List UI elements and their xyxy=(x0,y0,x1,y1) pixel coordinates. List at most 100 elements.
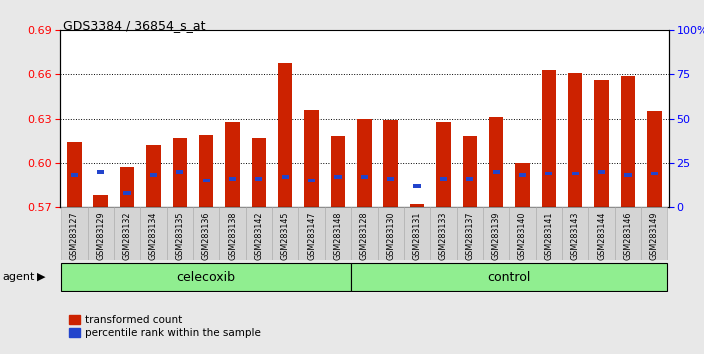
Bar xyxy=(203,178,210,182)
Bar xyxy=(493,170,500,173)
Text: control: control xyxy=(488,270,531,284)
FancyBboxPatch shape xyxy=(615,207,641,260)
Bar xyxy=(150,173,157,177)
Text: GSM283127: GSM283127 xyxy=(70,211,79,260)
Text: GSM283144: GSM283144 xyxy=(597,211,606,260)
Bar xyxy=(67,142,82,207)
Text: GDS3384 / 36854_s_at: GDS3384 / 36854_s_at xyxy=(63,19,206,33)
Text: GSM283139: GSM283139 xyxy=(491,211,501,260)
Text: GSM283146: GSM283146 xyxy=(624,211,632,260)
FancyBboxPatch shape xyxy=(246,207,272,260)
Bar xyxy=(598,170,605,173)
Text: GSM283137: GSM283137 xyxy=(465,211,474,260)
Bar xyxy=(256,177,263,181)
Text: ▶: ▶ xyxy=(37,272,45,282)
Text: GSM283143: GSM283143 xyxy=(571,211,579,260)
Bar xyxy=(436,121,451,207)
Text: GSM283134: GSM283134 xyxy=(149,211,158,260)
Text: GSM283129: GSM283129 xyxy=(96,211,105,260)
Text: GSM283141: GSM283141 xyxy=(544,211,553,260)
Bar xyxy=(650,171,658,175)
FancyBboxPatch shape xyxy=(220,207,246,260)
Text: GSM283142: GSM283142 xyxy=(254,211,263,260)
Bar xyxy=(594,80,609,207)
Bar xyxy=(94,195,108,207)
Bar xyxy=(384,120,398,207)
FancyBboxPatch shape xyxy=(351,207,377,260)
Text: GSM283133: GSM283133 xyxy=(439,211,448,260)
Bar xyxy=(519,173,526,177)
Bar xyxy=(97,170,104,173)
Bar xyxy=(541,70,556,207)
FancyBboxPatch shape xyxy=(377,207,404,260)
FancyBboxPatch shape xyxy=(193,207,220,260)
Bar xyxy=(515,163,529,207)
Bar xyxy=(278,63,292,207)
FancyBboxPatch shape xyxy=(430,207,457,260)
FancyBboxPatch shape xyxy=(61,263,351,291)
Bar xyxy=(282,175,289,179)
Bar xyxy=(466,177,473,181)
Bar xyxy=(120,167,134,207)
Text: GSM283132: GSM283132 xyxy=(122,211,132,260)
FancyBboxPatch shape xyxy=(140,207,167,260)
Text: agent: agent xyxy=(3,272,35,282)
FancyBboxPatch shape xyxy=(641,207,667,260)
Bar xyxy=(199,135,213,207)
Bar xyxy=(360,175,368,179)
Bar xyxy=(572,171,579,175)
Bar xyxy=(489,117,503,207)
Text: GSM283130: GSM283130 xyxy=(386,211,395,260)
FancyBboxPatch shape xyxy=(562,207,589,260)
Bar xyxy=(229,177,236,181)
FancyBboxPatch shape xyxy=(483,207,509,260)
FancyBboxPatch shape xyxy=(325,207,351,260)
Text: GSM283138: GSM283138 xyxy=(228,211,237,260)
Bar xyxy=(463,136,477,207)
Bar xyxy=(308,178,315,182)
Bar xyxy=(251,138,266,207)
Text: GSM283131: GSM283131 xyxy=(413,211,422,260)
FancyBboxPatch shape xyxy=(272,207,298,260)
Legend: transformed count, percentile rank within the sample: transformed count, percentile rank withi… xyxy=(65,311,265,343)
Bar xyxy=(568,73,582,207)
Bar xyxy=(304,110,319,207)
Text: GSM283145: GSM283145 xyxy=(281,211,290,260)
Bar xyxy=(123,191,131,195)
Bar xyxy=(357,119,372,207)
FancyBboxPatch shape xyxy=(167,207,193,260)
Text: GSM283148: GSM283148 xyxy=(334,211,342,260)
FancyBboxPatch shape xyxy=(509,207,536,260)
FancyBboxPatch shape xyxy=(61,207,87,260)
Bar xyxy=(545,171,553,175)
Bar xyxy=(647,111,662,207)
Text: GSM283147: GSM283147 xyxy=(307,211,316,260)
FancyBboxPatch shape xyxy=(589,207,615,260)
Bar xyxy=(621,76,635,207)
Bar xyxy=(334,175,341,179)
Text: GSM283135: GSM283135 xyxy=(175,211,184,260)
FancyBboxPatch shape xyxy=(536,207,562,260)
FancyBboxPatch shape xyxy=(404,207,430,260)
Bar xyxy=(410,204,425,207)
Bar xyxy=(225,121,240,207)
FancyBboxPatch shape xyxy=(298,207,325,260)
Bar xyxy=(172,138,187,207)
FancyBboxPatch shape xyxy=(351,263,667,291)
Bar xyxy=(331,136,345,207)
Bar xyxy=(176,170,184,173)
Text: GSM283128: GSM283128 xyxy=(360,211,369,260)
FancyBboxPatch shape xyxy=(87,207,114,260)
Bar xyxy=(387,177,394,181)
Text: GSM283149: GSM283149 xyxy=(650,211,659,260)
Text: GSM283140: GSM283140 xyxy=(518,211,527,260)
Text: GSM283136: GSM283136 xyxy=(201,211,210,260)
Bar xyxy=(146,145,161,207)
Text: celecoxib: celecoxib xyxy=(177,270,236,284)
Bar xyxy=(440,177,447,181)
Bar xyxy=(70,173,78,177)
Bar xyxy=(413,184,421,188)
FancyBboxPatch shape xyxy=(457,207,483,260)
FancyBboxPatch shape xyxy=(114,207,140,260)
Bar xyxy=(624,173,631,177)
